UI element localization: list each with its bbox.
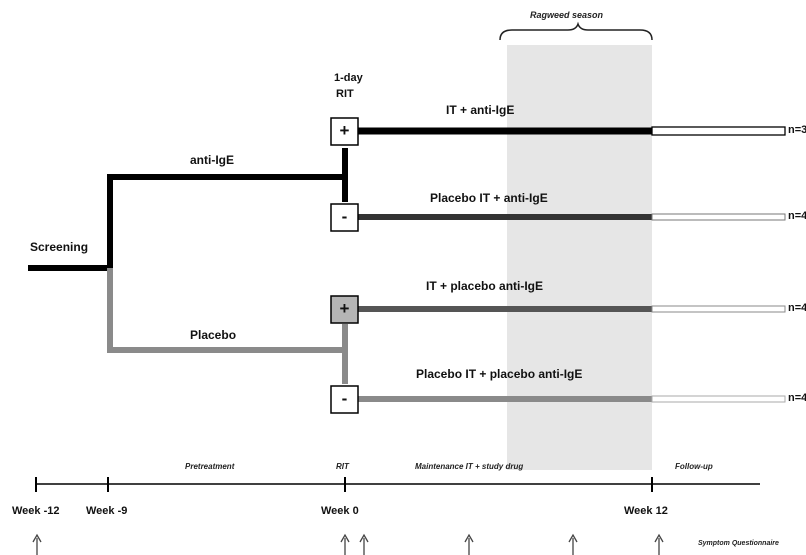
arm-3-symbol: + [339,299,350,318]
arm-3-followup [651,305,786,313]
arm-2-box [330,203,359,232]
rit-label-line2: RIT [336,88,354,100]
arm-3-n: n=40 [788,302,806,314]
arrow-icon [340,533,350,555]
week-12-label: Week 12 [624,505,668,517]
anti-ige-branch [107,174,348,268]
rit-label-line1: 1-day [334,72,363,84]
phase-follow-up: Follow-up [675,462,713,471]
week-minus-12-label: Week -12 [12,505,60,517]
anti-ige-label: anti-IgE [190,153,234,167]
phase-pretreatment: Pretreatment [185,462,235,471]
arm-1-n: n=35 [788,124,806,136]
arm-2-n: n=40 [788,210,806,222]
screening-label: Screening [30,240,89,254]
week-0-label: Week 0 [321,505,359,517]
questionnaire-arrows [32,533,664,555]
season-brace [499,21,653,41]
week-minus-9-label: Week -9 [86,505,128,517]
arm-4-label: Placebo IT + placebo anti-IgE [416,367,583,381]
pollen-season-band [507,45,652,470]
phase-maintenance: Maintenance IT + study drug [415,462,524,471]
pollen-season-label: Ragweed season [530,10,604,20]
arm-4-n: n=40 [788,392,806,404]
arm-3-label: IT + placebo anti-IgE [426,279,544,293]
arm-1-followup [651,126,786,136]
arrow-icon [568,533,578,555]
arm-4-followup [651,395,786,403]
arrow-icon [464,533,474,555]
placebo-label: Placebo [190,328,237,342]
arrow-icon [654,533,664,555]
arm-1-symbol: + [339,121,350,140]
arrow-icon [32,533,42,555]
phase-rit: RIT [336,462,349,471]
questionnaire-note: Symptom Questionnaire [698,540,779,547]
arm-1-box [330,117,359,146]
arm-1-label: IT + anti-IgE [446,103,515,117]
placebo-branch [107,268,348,384]
arrow-icon [359,533,369,555]
arm-3-box [330,295,359,324]
arm-2-label: Placebo IT + anti-IgE [430,191,548,205]
arm-4-symbol: - [341,389,348,408]
arm-2-symbol: - [341,207,348,226]
arm-2-followup [651,213,786,221]
arm-4-box [330,385,359,414]
arm-lines [358,126,786,403]
rit-boxes [330,117,359,414]
